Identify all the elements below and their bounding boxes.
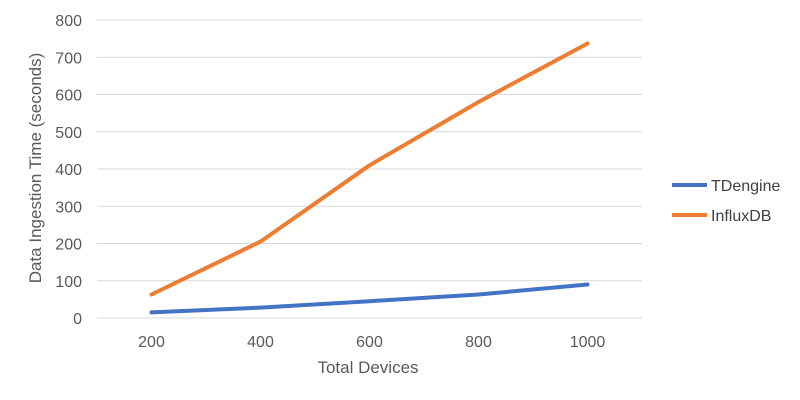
data-point-influxdb [478,101,479,103]
y-tick-label: 500 [55,125,82,142]
data-point-tdengine [369,300,370,302]
data-point-tdengine [151,311,152,313]
y-tick-label: 0 [73,311,82,328]
data-point-tdengine [478,294,479,296]
legend-label-tdengine: TDengine [711,178,780,195]
series-lines [149,41,590,315]
series-line-tdengine [149,282,590,315]
y-tick-label: 400 [55,162,82,179]
legend-item-tdengine: TDengine [672,178,780,195]
legend-label-influxdb: InfluxDB [711,208,771,225]
y-tick-label: 300 [55,199,82,216]
y-axis-title: Data Ingestion Time (seconds) [26,53,45,284]
x-tick-label: 1000 [570,334,606,351]
y-tick-label: 200 [55,237,82,254]
x-tick-label: 800 [465,334,492,351]
legend: TDengine InfluxDB [672,178,780,225]
gridlines [97,19,642,319]
y-tick-label: 600 [55,88,82,105]
x-axis-title: Total Devices [317,358,418,377]
x-axis-ticks: 200 400 600 800 1000 [138,334,605,351]
x-tick-label: 400 [247,334,274,351]
y-axis-ticks: 0 100 200 300 400 500 600 700 800 [55,13,82,328]
data-point-tdengine [260,307,261,309]
x-tick-label: 600 [356,334,383,351]
data-point-tdengine [587,283,588,285]
y-tick-label: 700 [55,50,82,67]
y-tick-label: 800 [55,13,82,30]
legend-item-influxdb: InfluxDB [672,208,771,225]
data-point-influxdb [369,164,370,166]
y-tick-label: 100 [55,274,82,291]
data-point-influxdb [587,42,588,44]
data-point-influxdb [151,294,152,296]
x-tick-label: 200 [138,334,165,351]
data-point-influxdb [260,241,261,243]
